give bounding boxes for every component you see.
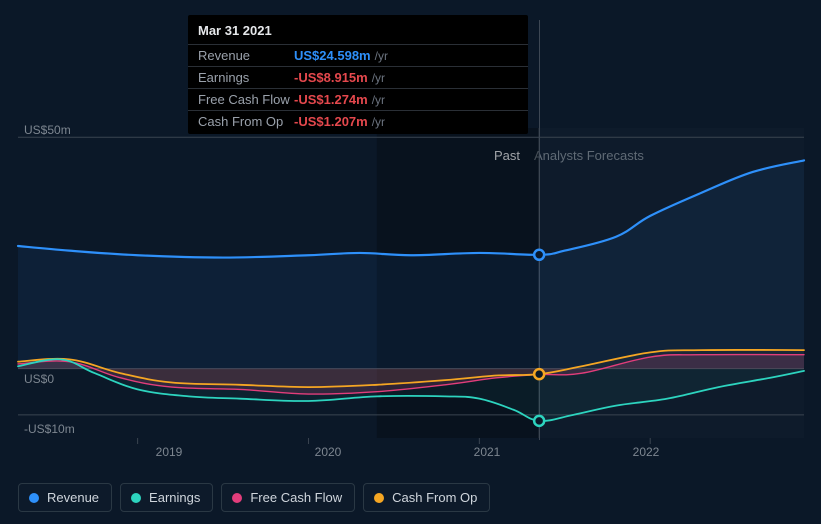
- tooltip-unit: /yr: [372, 115, 385, 129]
- tooltip-value: US$24.598m: [294, 48, 371, 63]
- tooltip-unit: /yr: [372, 93, 385, 107]
- tooltip-row-cfo: Cash From Op -US$1.207m /yr: [188, 110, 528, 132]
- legend-item-revenue[interactable]: Revenue: [18, 483, 112, 512]
- legend-dot-icon: [131, 493, 141, 503]
- tooltip-unit: /yr: [372, 71, 385, 85]
- legend-item-earnings[interactable]: Earnings: [120, 483, 213, 512]
- tooltip-row-earnings: Earnings -US$8.915m /yr: [188, 66, 528, 88]
- legend-label: Cash From Op: [392, 490, 477, 505]
- tooltip-value: -US$1.207m: [294, 114, 368, 129]
- tooltip-row-fcf: Free Cash Flow -US$1.274m /yr: [188, 88, 528, 110]
- tooltip-date: Mar 31 2021: [188, 15, 528, 44]
- x-tick-label: 2021: [474, 445, 501, 459]
- legend-dot-icon: [232, 493, 242, 503]
- legend-item-fcf[interactable]: Free Cash Flow: [221, 483, 355, 512]
- hover-tooltip: Mar 31 2021 Revenue US$24.598m /yr Earni…: [188, 15, 528, 134]
- financials-chart[interactable]: [18, 128, 804, 438]
- x-tick-label: 2022: [633, 445, 660, 459]
- legend: Revenue Earnings Free Cash Flow Cash Fro…: [18, 483, 490, 512]
- tooltip-label: Earnings: [198, 70, 294, 85]
- tooltip-label: Free Cash Flow: [198, 92, 294, 107]
- legend-dot-icon: [374, 493, 384, 503]
- legend-item-cfo[interactable]: Cash From Op: [363, 483, 490, 512]
- legend-label: Free Cash Flow: [250, 490, 342, 505]
- tooltip-unit: /yr: [375, 49, 388, 63]
- tooltip-value: -US$1.274m: [294, 92, 368, 107]
- x-tick-label: 2020: [315, 445, 342, 459]
- tooltip-label: Revenue: [198, 48, 294, 63]
- chart-svg: [18, 128, 804, 438]
- legend-label: Earnings: [149, 490, 200, 505]
- tooltip-label: Cash From Op: [198, 114, 294, 129]
- tooltip-value: -US$8.915m: [294, 70, 368, 85]
- legend-label: Revenue: [47, 490, 99, 505]
- x-tick-label: 2019: [156, 445, 183, 459]
- tooltip-row-revenue: Revenue US$24.598m /yr: [188, 44, 528, 66]
- legend-dot-icon: [29, 493, 39, 503]
